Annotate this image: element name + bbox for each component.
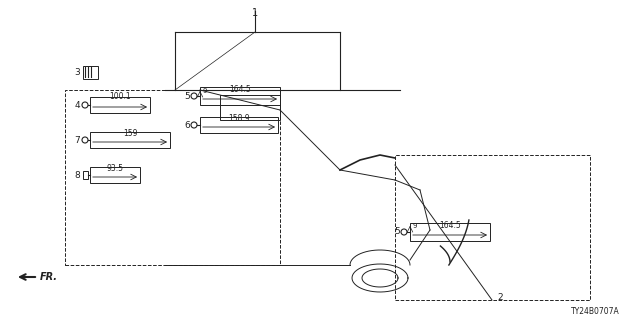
Text: 5: 5 (394, 228, 400, 236)
Text: 158.9: 158.9 (228, 114, 250, 123)
Text: 5: 5 (184, 92, 190, 100)
Bar (83, 66, 98, 79)
Bar (83, 171, 88, 179)
Text: TY24B0707A: TY24B0707A (572, 307, 620, 316)
Text: 7: 7 (74, 135, 80, 145)
Bar (90, 97, 150, 113)
Text: 1: 1 (252, 8, 258, 18)
Bar (200, 87, 280, 105)
Bar (410, 223, 490, 241)
Bar (200, 117, 278, 133)
Text: 93.5: 93.5 (106, 164, 124, 173)
Text: 2: 2 (497, 293, 503, 302)
Text: 164.5: 164.5 (229, 85, 251, 94)
Text: FR.: FR. (40, 272, 58, 282)
Bar (90, 167, 140, 183)
Text: 4: 4 (74, 100, 80, 109)
Text: 164.5: 164.5 (439, 221, 461, 230)
Text: 3: 3 (74, 68, 80, 76)
Text: 8: 8 (74, 171, 80, 180)
Text: 6: 6 (184, 121, 190, 130)
Text: 9: 9 (412, 223, 417, 229)
Bar (395, 155, 590, 300)
Text: 100.1: 100.1 (109, 92, 131, 101)
Text: 159: 159 (123, 129, 137, 138)
Bar (90, 132, 170, 148)
Text: 9: 9 (202, 88, 207, 94)
Bar (65, 90, 280, 265)
Bar (220, 95, 280, 120)
